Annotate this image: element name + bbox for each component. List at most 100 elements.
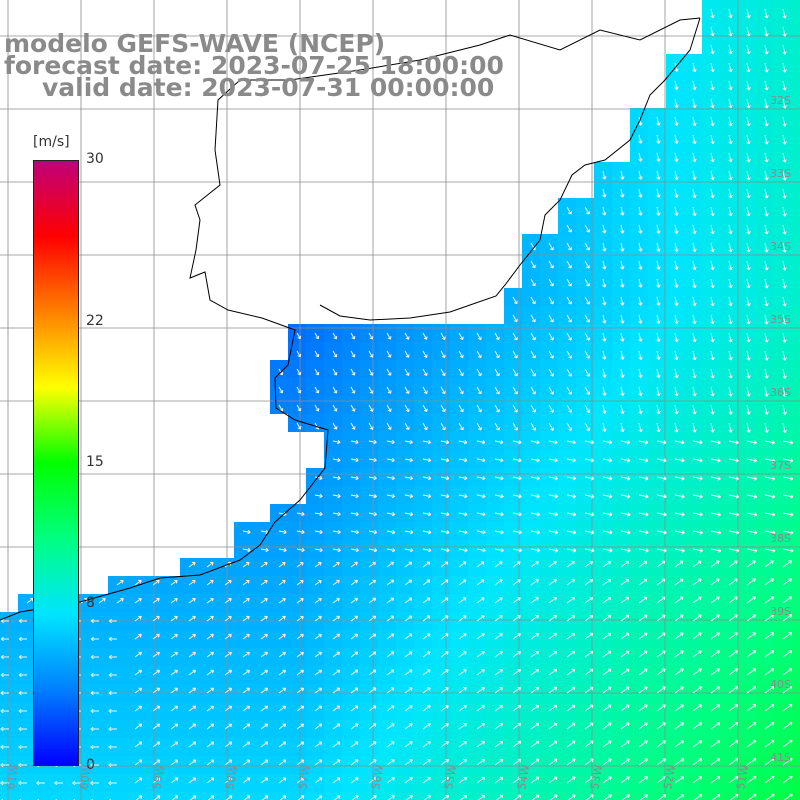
wind-vector <box>440 561 449 568</box>
wind-vector <box>656 776 666 784</box>
wind-vector <box>548 548 558 552</box>
wind-vector-head <box>356 511 359 515</box>
wind-vector-head <box>0 638 4 642</box>
wind-vector <box>692 314 696 324</box>
wind-vector-head <box>568 284 572 287</box>
wind-vector-head <box>445 478 450 481</box>
wind-vector-head <box>712 68 715 72</box>
wind-vector <box>530 332 536 341</box>
wind-vector-head <box>658 176 661 180</box>
wind-vector-head <box>537 741 540 745</box>
wind-vector <box>584 776 594 784</box>
wind-vector <box>746 596 756 604</box>
wind-vector-head <box>682 722 684 726</box>
wind-vector-head <box>297 373 301 376</box>
wind-speed-cell <box>558 792 576 800</box>
wind-vector-head <box>674 249 678 252</box>
wind-vector-head <box>391 478 395 481</box>
wind-vector-head <box>230 688 232 692</box>
wind-vector <box>638 206 642 216</box>
wind-vector <box>782 386 786 397</box>
wind-vector <box>656 632 666 640</box>
wind-vector-head <box>784 87 787 91</box>
wind-vector-head <box>622 410 625 414</box>
wind-vector <box>620 650 630 658</box>
wind-vector <box>530 512 540 516</box>
wind-vector <box>350 633 358 640</box>
wind-vector <box>368 597 376 604</box>
wind-vector-head <box>555 561 557 565</box>
wind-vector-head <box>730 248 733 253</box>
wind-vector <box>260 634 268 640</box>
wind-vector-head <box>640 302 643 306</box>
wind-vector-head <box>604 320 607 324</box>
wind-vector <box>368 494 377 497</box>
wind-vector <box>171 795 179 800</box>
wind-vector-head <box>622 374 625 378</box>
wind-vector-head <box>681 476 685 480</box>
wind-vector-head <box>374 687 377 692</box>
wind-vector-head <box>356 705 359 710</box>
wind-vector-head <box>423 391 427 394</box>
wind-vector <box>278 512 287 515</box>
wind-vector-head <box>748 411 751 415</box>
wind-vector-head <box>692 267 696 270</box>
wind-vector-head <box>0 618 4 622</box>
wind-vector-head <box>764 213 768 217</box>
wind-vector <box>512 741 522 748</box>
wind-vector-head <box>550 338 554 341</box>
wind-vector <box>728 368 732 379</box>
wind-vector-head <box>568 356 572 359</box>
wind-vector-head <box>609 776 612 780</box>
wind-vector <box>728 650 738 658</box>
wind-vector <box>728 44 732 54</box>
wind-vector <box>674 116 678 126</box>
wind-vector <box>782 152 786 163</box>
wind-vector <box>530 242 536 251</box>
wind-vector-head <box>212 724 215 728</box>
wind-vector-head <box>746 213 750 217</box>
wind-speed-cell <box>594 792 612 800</box>
wind-vector-head <box>640 338 643 342</box>
wind-vector-head <box>108 726 112 730</box>
wind-vector <box>728 440 739 444</box>
wind-vector-head <box>712 158 715 162</box>
wind-vector-head <box>764 430 768 433</box>
wind-vector-head <box>193 598 196 602</box>
wind-vector-head <box>445 460 450 463</box>
wind-vector-head <box>646 758 648 762</box>
wind-vector-head <box>90 638 94 642</box>
wind-vector <box>566 440 576 444</box>
wind-vector-head <box>764 87 768 91</box>
wind-vector <box>764 332 768 343</box>
wind-vector-head <box>18 692 22 696</box>
wind-vector <box>350 512 359 515</box>
wind-vector-head <box>645 460 649 463</box>
wind-vector-head <box>464 633 467 637</box>
wind-vector <box>260 580 268 586</box>
wind-vector <box>278 616 286 622</box>
wind-vector-head <box>54 780 58 784</box>
wind-speed-cell <box>792 756 800 774</box>
wind-vector <box>692 632 702 640</box>
wind-vector-head <box>351 391 355 394</box>
wind-vector-head <box>374 759 377 763</box>
wind-vector <box>728 26 732 36</box>
wind-vector-head <box>410 651 413 655</box>
wind-vector-head <box>410 550 414 553</box>
wind-vector <box>224 651 232 658</box>
wind-vector-head <box>482 532 486 535</box>
wind-vector-head <box>735 442 739 445</box>
wind-vector-head <box>337 562 340 566</box>
wind-vector-head <box>283 616 286 620</box>
wind-vector-head <box>754 530 758 534</box>
wind-vector <box>764 530 776 534</box>
wind-vector <box>764 650 774 658</box>
wind-vector-head <box>428 548 432 551</box>
wind-speed-cell <box>792 108 800 126</box>
wind-vector-head <box>736 476 739 480</box>
wind-vector-head <box>319 478 323 481</box>
wind-vector <box>782 686 793 694</box>
wind-vector-head <box>320 547 323 551</box>
